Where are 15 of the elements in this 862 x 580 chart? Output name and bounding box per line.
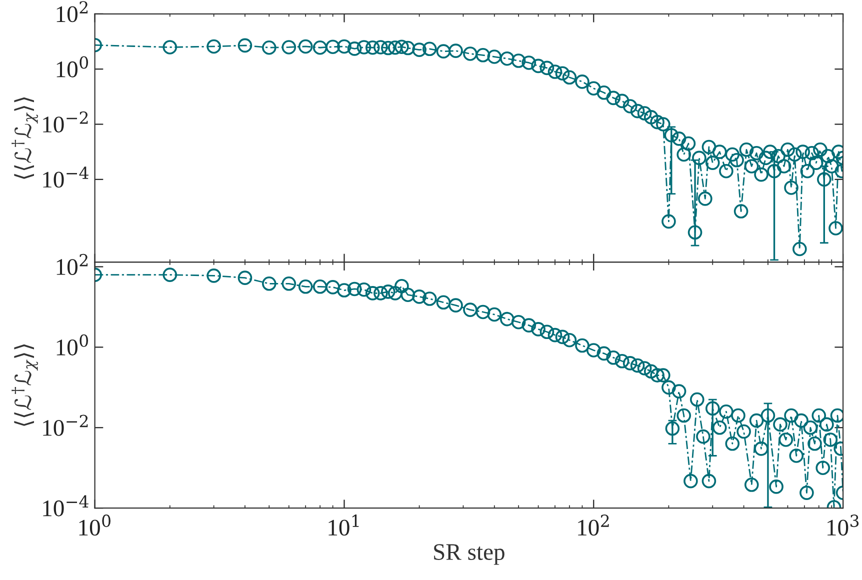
x-axis-title: SR step bbox=[434, 544, 504, 565]
x-tick-label: 10$^{0}$ bbox=[79, 514, 110, 536]
y-tick-label: 10$^{2}$ bbox=[56, 1, 88, 22]
y-axis-title: ⟨⟨ℒ$^{†}$ℒ$_{χ}$⟩⟩ bbox=[12, 344, 38, 426]
y-tick-label: 10$^{0}$ bbox=[56, 56, 88, 78]
y-tick-label: 10$^{0}$ bbox=[56, 334, 88, 356]
x-tick-label: 10$^{1}$ bbox=[328, 514, 359, 536]
x-tick-label: 10$^{2}$ bbox=[578, 514, 609, 536]
y-tick-label: 10$^{2}$ bbox=[56, 254, 88, 275]
x-tick-label: 10$^{3}$ bbox=[828, 514, 859, 536]
y-tick-label: 10$^{−4}$ bbox=[43, 495, 88, 516]
y-axis-title: ⟨⟨ℒ$^{†}$ℒ$_{χ}$⟩⟩ bbox=[12, 97, 38, 179]
y-tick-label: 10$^{−2}$ bbox=[43, 111, 88, 133]
y-tick-label: 10$^{−2}$ bbox=[43, 414, 88, 436]
y-tick-label: 10$^{−4}$ bbox=[43, 166, 88, 188]
